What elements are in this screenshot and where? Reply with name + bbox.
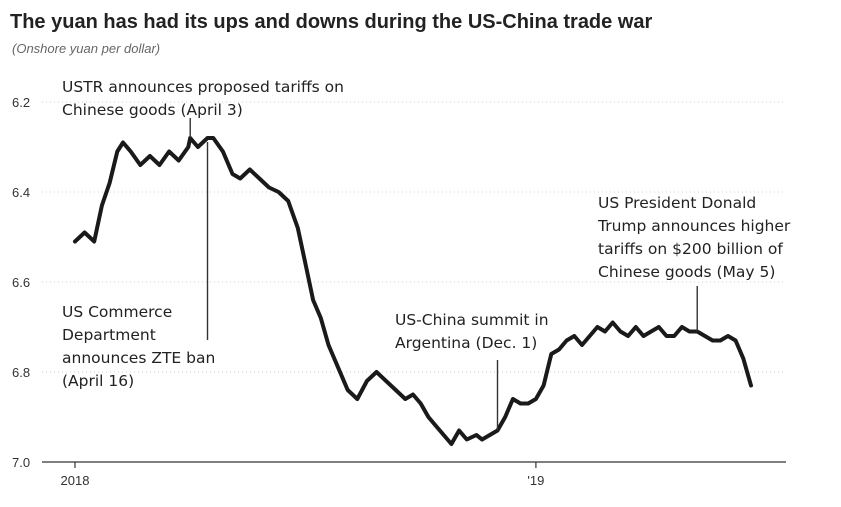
x-tick-label: '19: [527, 473, 544, 488]
annotation-text: Argentina (Dec. 1): [395, 334, 537, 352]
gridlines: [42, 101, 786, 373]
y-tick-label: 6.6: [12, 275, 30, 290]
chart-subtitle: (Onshore yuan per dollar): [12, 41, 160, 56]
annotation-text: announces ZTE ban: [62, 349, 215, 367]
chart-title: The yuan has had its ups and downs durin…: [10, 11, 653, 33]
annotation-text: US Commerce: [62, 303, 172, 321]
annotation-text: Chinese goods (May 5): [598, 263, 775, 281]
annotation-text: Trump announces higher: [597, 217, 791, 235]
series-line-yuan: [73, 136, 753, 446]
annotation-text: USTR announces proposed tariffs on: [62, 78, 344, 96]
y-tick-label: 6.8: [12, 365, 30, 380]
x-axis-ticks: 2018 '19: [61, 462, 544, 488]
series-layer: [73, 136, 753, 446]
y-axis-ticks: 6.2 6.4 6.6 6.8 7.0: [12, 95, 30, 470]
annotation-text: US-China summit in: [395, 311, 549, 329]
annotation-text: (April 16): [62, 372, 134, 390]
annotations: USTR announces proposed tariffs on Chines…: [62, 78, 791, 431]
annotation-text: US President Donald: [598, 194, 756, 212]
annotation-text: Department: [62, 326, 156, 344]
y-tick-label: 6.4: [12, 185, 30, 200]
x-tick-label: 2018: [61, 473, 90, 488]
annotation-text: Chinese goods (April 3): [62, 101, 243, 119]
y-tick-label: 6.2: [12, 95, 30, 110]
annotation-text: tariffs on $200 billion of: [598, 240, 783, 258]
y-tick-label: 7.0: [12, 455, 30, 470]
